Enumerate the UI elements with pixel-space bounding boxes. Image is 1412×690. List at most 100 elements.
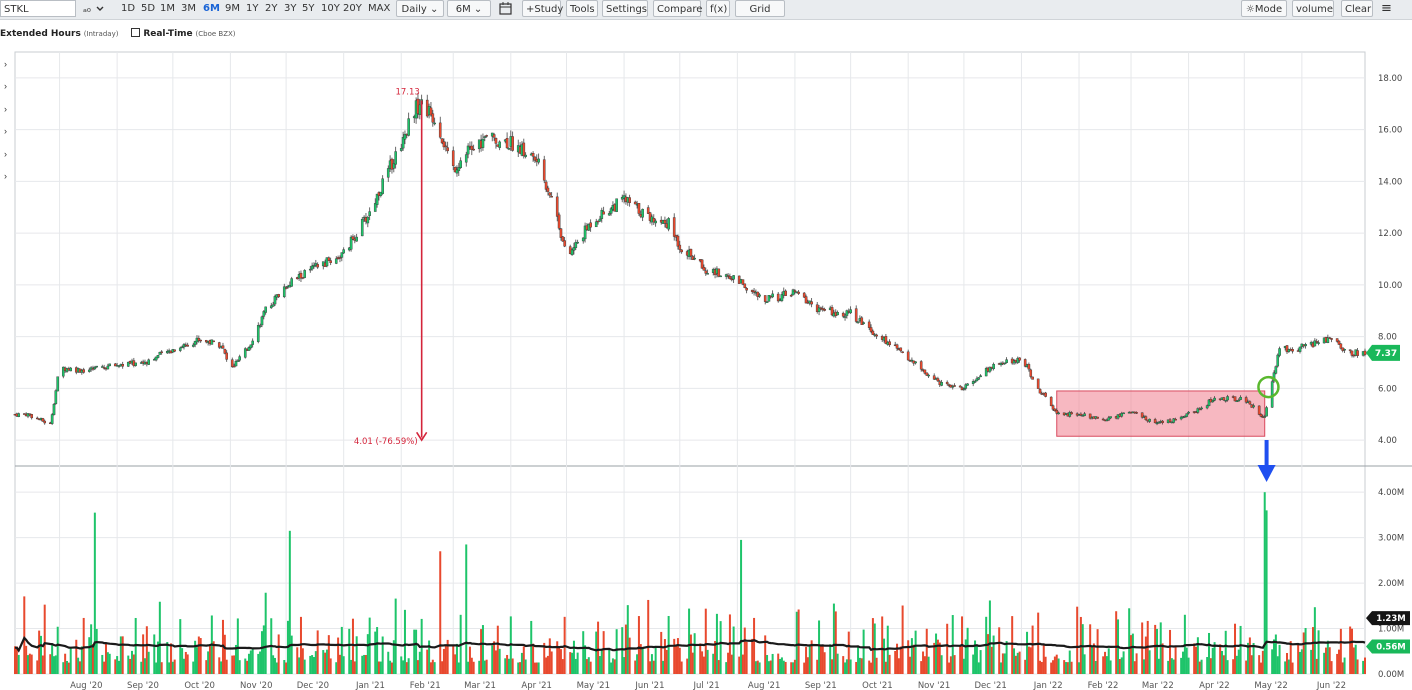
range-3y[interactable]: 3Y	[284, 3, 297, 14]
range-6m[interactable]: 6M	[203, 3, 220, 14]
candle-body	[210, 339, 214, 345]
volume-bar	[1091, 646, 1094, 674]
candle-body	[680, 249, 683, 253]
panel-expand-icon[interactable]: ›	[4, 104, 7, 114]
candle-body	[1003, 362, 1007, 365]
realtime-label[interactable]: Real-Time	[143, 29, 193, 39]
session-options: Extended Hours (Intraday) Real-Time (Cbo…	[0, 28, 236, 42]
candle-body	[546, 187, 550, 192]
volume-bar	[1224, 630, 1227, 674]
candle-body	[1205, 405, 1209, 409]
clear-button[interactable]: Clear	[1341, 0, 1373, 17]
interval-select[interactable]: Daily ⌄	[396, 0, 444, 17]
volume-bar	[1208, 632, 1211, 674]
volume-bar	[819, 646, 822, 674]
candle-body	[598, 218, 602, 222]
candle-body	[1174, 418, 1177, 421]
volume-bar	[1323, 652, 1326, 674]
volume-bar	[127, 655, 130, 674]
volume-bar	[753, 617, 756, 674]
volume-bar	[195, 647, 198, 674]
candle-body	[1244, 397, 1248, 403]
volume-bar	[1185, 647, 1188, 674]
price-tick-label: 12.00	[1378, 229, 1402, 239]
volume-bar	[1057, 658, 1060, 674]
volume-bar	[1211, 647, 1214, 674]
function-button[interactable]: f(x)	[706, 0, 730, 17]
candle-body	[316, 264, 319, 268]
volume-bar	[1284, 661, 1287, 674]
candle-body	[732, 275, 735, 280]
volume-bar	[533, 662, 536, 674]
volume-bar	[1052, 660, 1055, 674]
panel-expand-icon[interactable]: ›	[4, 126, 7, 136]
volume-bar	[754, 661, 757, 674]
panel-expand-icon[interactable]: ›	[4, 81, 7, 91]
range-10y[interactable]: 10Y	[321, 3, 340, 14]
range-3m[interactable]: 3M	[181, 3, 196, 14]
volume-bar	[550, 651, 553, 674]
candle-body	[628, 197, 631, 203]
volume-bar	[704, 608, 707, 674]
volume-bar	[52, 656, 55, 674]
volume-bar	[836, 653, 839, 674]
range-5d[interactable]: 5D	[141, 3, 156, 14]
volume-button[interactable]: volume	[1292, 0, 1334, 17]
realtime-checkbox[interactable]	[131, 28, 141, 37]
volume-bar	[717, 660, 720, 674]
menu-icon[interactable]: ≡	[1381, 1, 1392, 16]
volume-bar	[587, 657, 590, 674]
range-20y[interactable]: 20Y	[343, 3, 362, 14]
x-tick-label: Feb '22	[1088, 681, 1119, 690]
volume-bar	[530, 620, 533, 674]
panel-expand-icon[interactable]: ›	[4, 59, 7, 69]
mode-button[interactable]: ☼Mode	[1241, 0, 1287, 17]
volume-bar	[169, 643, 172, 674]
candle-body	[93, 367, 97, 370]
add-study-button[interactable]: +Study	[522, 0, 563, 17]
candle-body	[771, 293, 774, 298]
range-9m[interactable]: 9M	[225, 3, 240, 14]
settings-button[interactable]: Settings	[602, 0, 648, 17]
panel-expand-icon[interactable]: ›	[4, 171, 7, 181]
candle-body	[537, 158, 540, 163]
symbol-options-icon[interactable]: ₐ₀	[82, 0, 106, 17]
candle-body	[1350, 350, 1354, 356]
range-1d[interactable]: 1D	[121, 3, 136, 14]
grid-button[interactable]: Grid	[735, 0, 785, 17]
candle-body	[1285, 345, 1289, 353]
volume-bar	[212, 641, 215, 674]
volume-bar	[829, 644, 832, 674]
candle-body	[1207, 399, 1211, 406]
period-select[interactable]: 6M ⌄	[447, 0, 491, 17]
volume-bar	[454, 654, 457, 674]
calendar-icon[interactable]	[498, 0, 516, 17]
volume-bar	[1180, 657, 1183, 674]
extended-hours-label[interactable]: Extended Hours	[0, 29, 81, 39]
volume-bar	[504, 658, 507, 674]
range-5y[interactable]: 5Y	[302, 3, 315, 14]
compare-button[interactable]: Compare	[653, 0, 702, 17]
candle-body	[728, 276, 732, 280]
volume-bar	[1003, 653, 1006, 674]
volume-bar	[1169, 629, 1172, 674]
range-1y[interactable]: 1Y	[246, 3, 259, 14]
candle-body	[884, 336, 888, 344]
range-1m[interactable]: 1M	[160, 3, 175, 14]
range-max[interactable]: MAX	[368, 3, 391, 14]
tools-button[interactable]: Tools	[566, 0, 598, 17]
panel-expand-icon[interactable]: ›	[4, 149, 7, 159]
volume-bar	[636, 654, 639, 674]
volume-bar	[1107, 648, 1110, 674]
volume-bar	[260, 631, 263, 674]
symbol-input[interactable]: STKL	[0, 0, 76, 17]
volume-bar	[262, 625, 265, 674]
range-2y[interactable]: 2Y	[265, 3, 278, 14]
volume-bar	[140, 661, 143, 674]
volume-bar	[218, 657, 221, 674]
volume-bar	[1336, 653, 1339, 674]
volume-bar	[77, 657, 80, 674]
volume-bar	[15, 646, 18, 674]
volume-bar	[608, 649, 611, 674]
